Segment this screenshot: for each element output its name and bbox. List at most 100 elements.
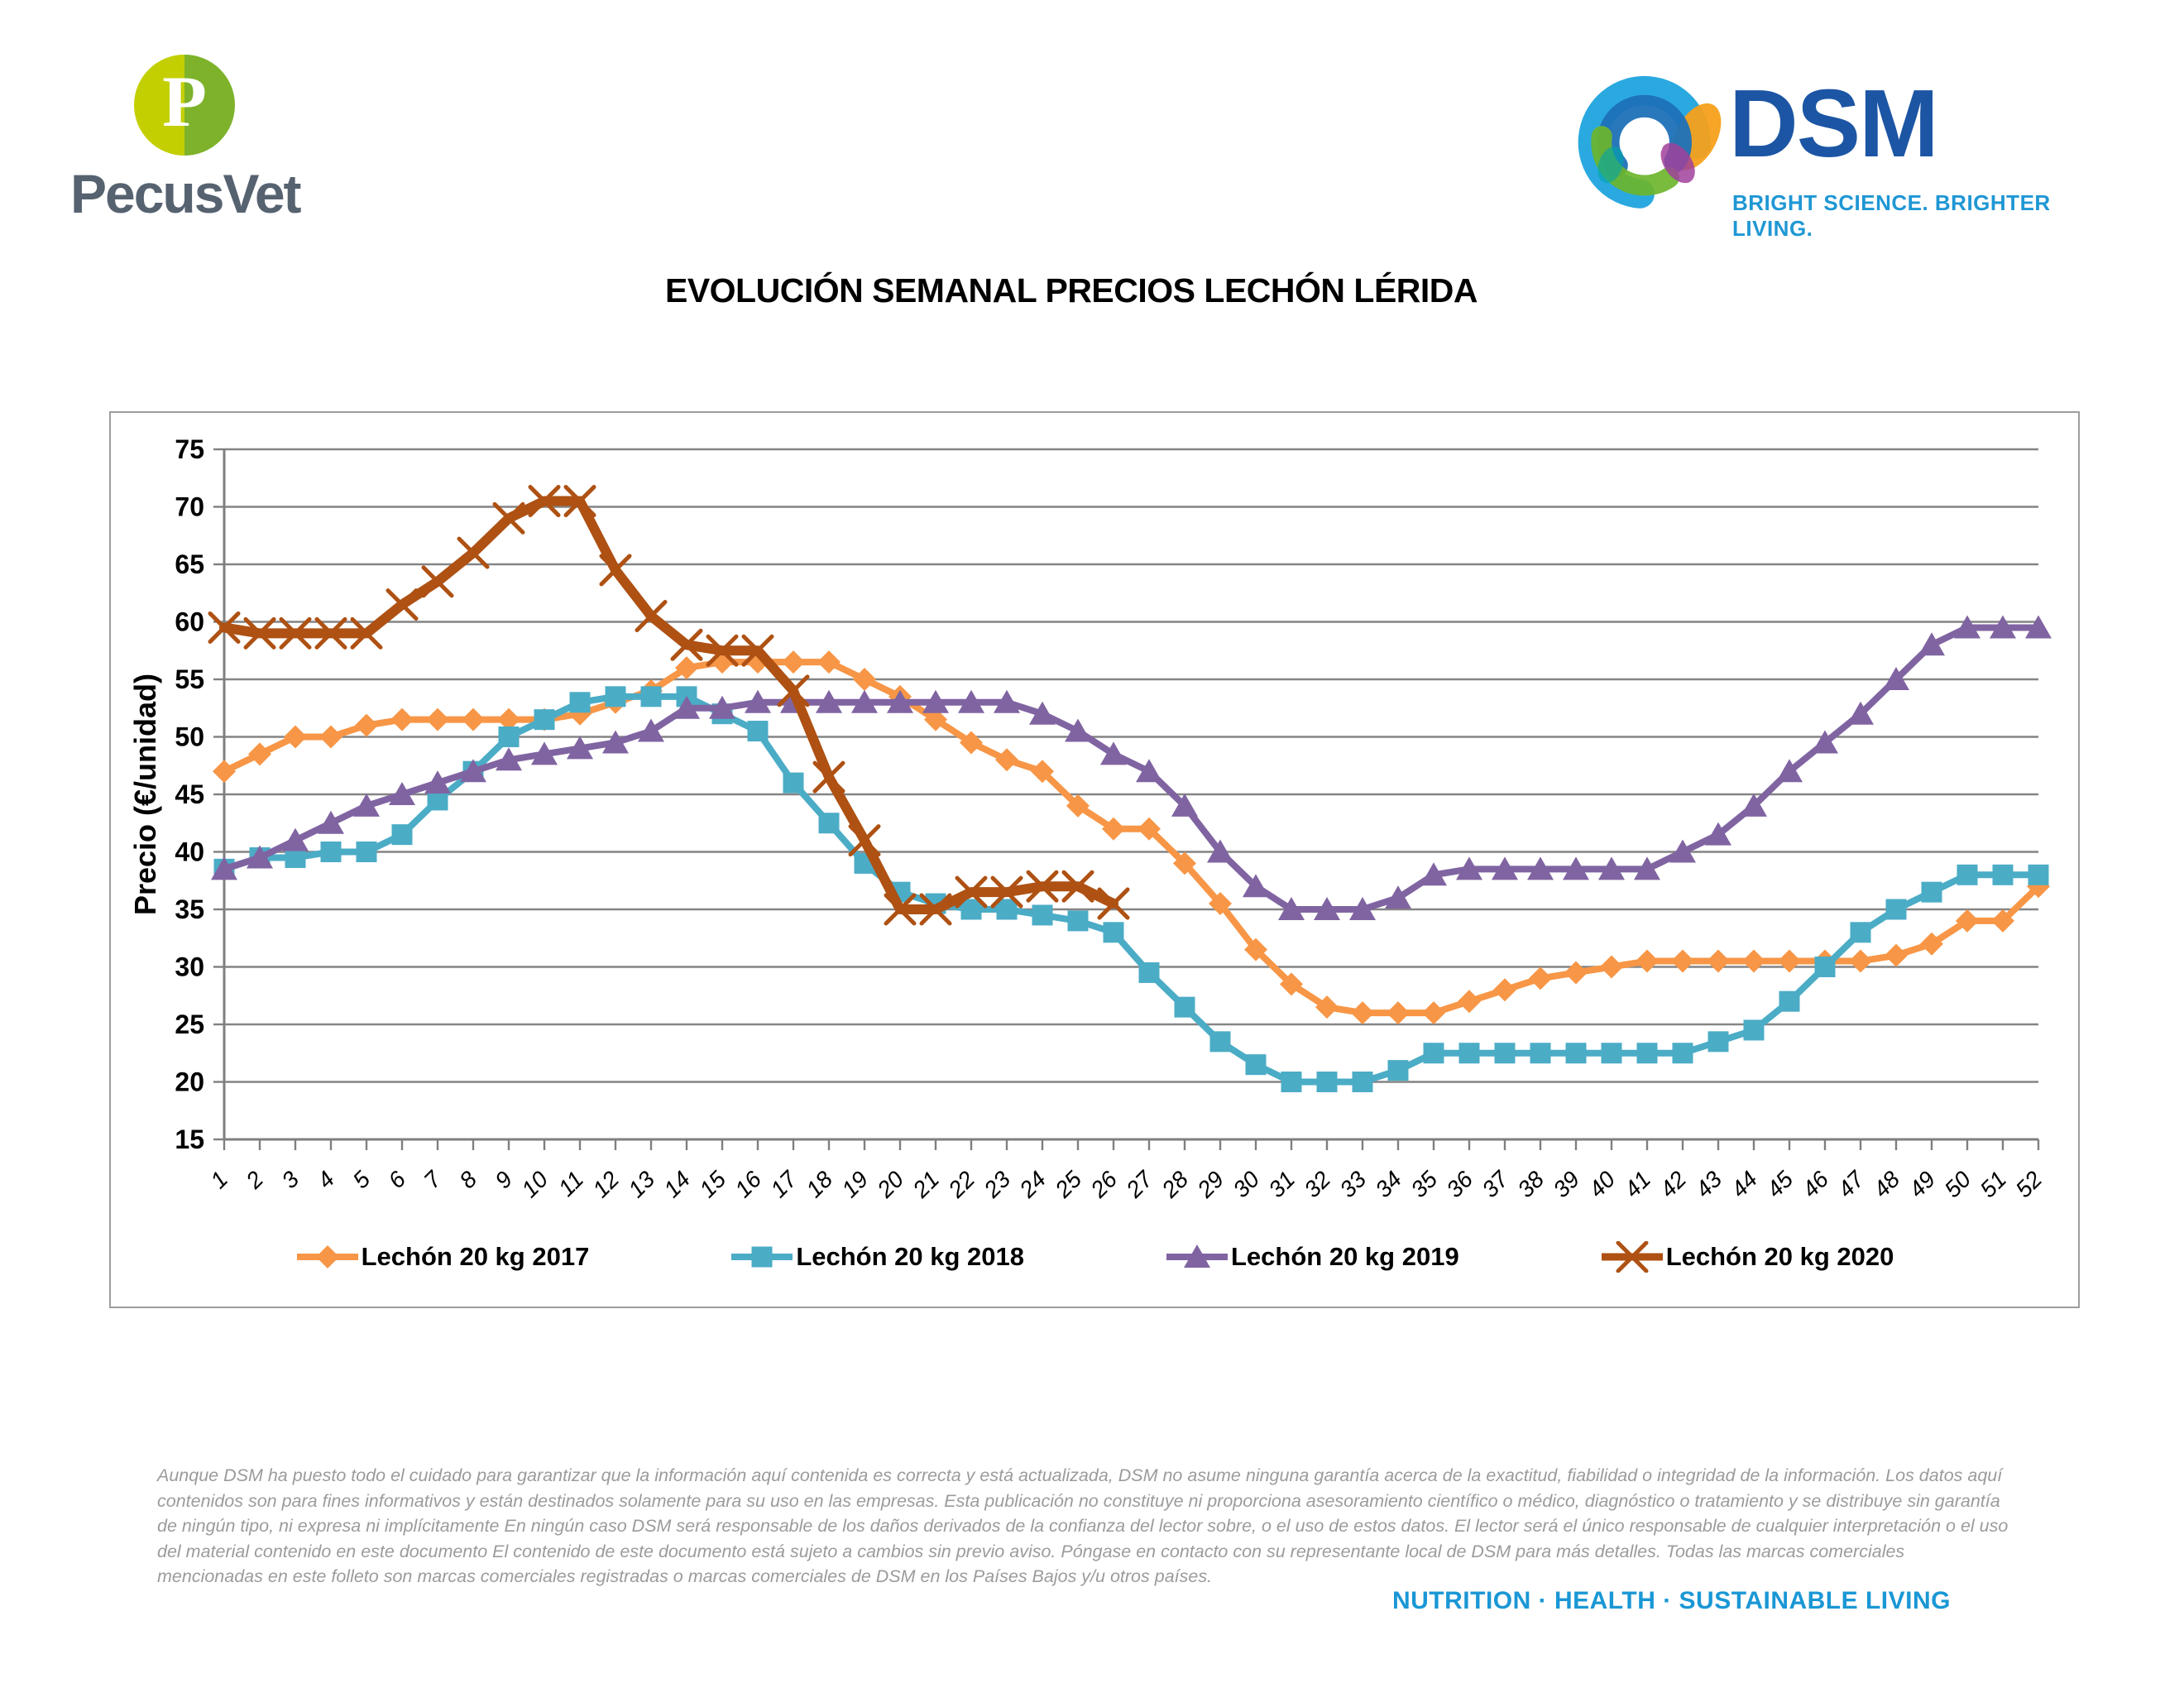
x-tick-label: 40: [1583, 1166, 1620, 1202]
square-marker-icon: [1423, 1043, 1444, 1064]
x-tick-label: 31: [1263, 1166, 1300, 1202]
diamond-marker-icon: [1173, 851, 1196, 875]
diamond-marker-icon: [1956, 909, 1979, 933]
legend-label: Lechón 20 kg 2019: [1231, 1242, 1459, 1271]
diamond-marker-icon: [248, 742, 271, 766]
triangle-marker-icon: [887, 689, 913, 713]
x-tick-label: 5: [347, 1166, 375, 1193]
series-lechón-20-kg-2020: [208, 485, 1130, 926]
legend-square-marker-icon: [731, 1246, 793, 1268]
x-tick-label: 3: [276, 1166, 304, 1193]
triangle-marker-icon: [1492, 856, 1518, 880]
x-tick-label: 20: [872, 1166, 909, 1203]
x-tick-label: 33: [1334, 1166, 1371, 1202]
diamond-marker-icon: [960, 731, 983, 755]
triangle-marker-icon: [638, 718, 664, 742]
dsm-logo-text: DSM: [1729, 70, 1939, 177]
series-lechón-20-kg-2018: [213, 686, 2049, 1092]
x-marker-icon: [777, 674, 810, 707]
legend-item-lechón-20-kg-2019: Lechón 20 kg 2019: [1165, 1241, 1459, 1273]
triangle-marker-icon: [1705, 822, 1731, 846]
x-marker-icon: [350, 616, 383, 650]
diamond-marker-icon: [1422, 1001, 1445, 1025]
y-tick-label: 25: [175, 1009, 204, 1039]
square-marker-icon: [391, 824, 413, 846]
x-tick-label: 32: [1299, 1166, 1335, 1202]
diamond-marker-icon: [1671, 949, 1694, 973]
series-line: [221, 624, 2042, 913]
triangle-marker-icon: [1385, 885, 1411, 909]
square-marker-icon: [1209, 1031, 1231, 1053]
x-tick-label: 12: [587, 1166, 624, 1202]
diamond-marker-icon: [1138, 817, 1161, 841]
x-tick-label: 9: [490, 1166, 517, 1193]
legend-item-lechón-20-kg-2020: Lechón 20 kg 2020: [1600, 1241, 1894, 1273]
triangle-marker-icon: [1847, 701, 1874, 725]
x-tick-label: 2: [241, 1166, 269, 1194]
square-marker-icon: [996, 899, 1018, 920]
triangle-marker-icon: [851, 689, 878, 713]
x-marker-icon: [243, 616, 276, 650]
square-marker-icon: [1814, 957, 1836, 977]
pecusvet-monogram: P: [162, 62, 207, 142]
disclaimer-text: Aunque DSM ha puesto todo el cuidado par…: [157, 1465, 2009, 1587]
x-tick-label: 21: [908, 1166, 945, 1203]
triangle-marker-icon: [1171, 793, 1198, 817]
diamond-marker-icon: [1244, 938, 1267, 961]
x-tick-label: 13: [623, 1166, 659, 1202]
square-marker-icon: [1992, 864, 2014, 885]
series-line: [221, 659, 2042, 1017]
x-tick-label: 8: [454, 1166, 481, 1193]
x-tick-label: 50: [1939, 1166, 1976, 1202]
diamond-marker-icon: [1778, 949, 1801, 973]
x-marker-icon: [1026, 870, 1059, 903]
y-tick-label: 60: [175, 607, 204, 637]
diamond-marker-icon: [1315, 995, 1339, 1019]
x-tick-label: 24: [1014, 1166, 1051, 1203]
diamond-marker-icon: [1102, 817, 1125, 841]
triangle-marker-icon: [1563, 856, 1589, 880]
y-tick-label: 65: [175, 549, 204, 579]
x-tick-label: 39: [1548, 1166, 1584, 1202]
y-tick-label: 70: [175, 492, 204, 522]
y-axis-title: Precio (€/unidad): [128, 674, 162, 915]
diamond-marker-icon: [1031, 760, 1054, 784]
square-marker-icon: [1174, 996, 1195, 1018]
dsm-logo-tagline: BRIGHT SCIENCE. BRIGHTER LIVING.: [1732, 190, 2051, 241]
series-line: [221, 693, 2042, 1086]
diamond-marker-icon: [1351, 1001, 1374, 1025]
triangle-marker-icon: [318, 810, 344, 834]
triangle-marker-icon: [1456, 856, 1482, 880]
x-marker-icon: [919, 893, 952, 926]
square-marker-icon: [747, 721, 769, 742]
x-marker-icon: [1061, 870, 1094, 903]
triangle-marker-icon: [247, 845, 273, 869]
triangle-marker-icon: [389, 782, 415, 805]
x-marker-icon: [670, 628, 703, 661]
square-marker-icon: [1636, 1043, 1658, 1064]
x-tick-label: 38: [1512, 1166, 1549, 1202]
legend-x-marker-icon: [1601, 1241, 1663, 1273]
diamond-marker-icon: [1742, 949, 1765, 973]
diamond-marker-icon: [315, 1245, 339, 1268]
x-tick-label: 11: [553, 1166, 588, 1201]
triangle-marker-icon: [709, 695, 735, 719]
square-marker-icon: [1316, 1072, 1338, 1092]
x-tick-label: 4: [312, 1166, 339, 1193]
x-marker-icon: [884, 893, 917, 926]
triangle-marker-icon: [1278, 897, 1305, 920]
diamond-marker-icon: [675, 656, 698, 680]
square-marker-icon: [1032, 904, 1053, 926]
x-marker-icon: [955, 875, 988, 909]
triangle-marker-icon: [424, 770, 451, 794]
square-marker-icon: [1458, 1043, 1480, 1064]
x-tick-label: 27: [1121, 1165, 1159, 1203]
triangle-marker-icon: [816, 689, 842, 713]
triangle-marker-icon: [1349, 897, 1376, 920]
y-tick-label: 50: [175, 722, 204, 752]
x-marker-icon: [990, 875, 1023, 909]
diamond-marker-icon: [1707, 949, 1730, 973]
x-tick-label: 19: [836, 1166, 873, 1202]
x-tick-label: 23: [979, 1166, 1016, 1203]
square-marker-icon: [1850, 922, 1871, 943]
